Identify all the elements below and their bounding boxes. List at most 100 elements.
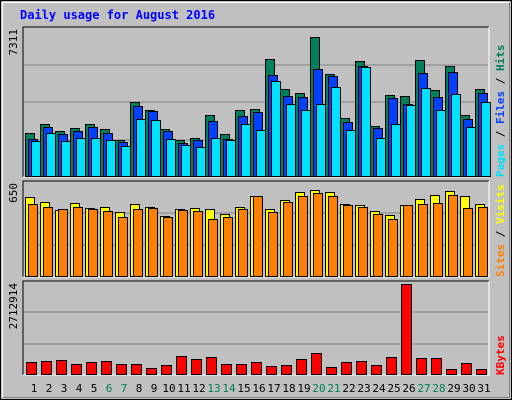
bar-pages-day-9 xyxy=(151,120,161,177)
x-tick-label-day-4: 4 xyxy=(76,382,83,395)
bar-sites-day-25 xyxy=(388,219,398,277)
bar-kbytes-day-22 xyxy=(341,362,352,375)
y-max-tick-label: 650 xyxy=(7,183,20,203)
legend-kbytes: KBytes xyxy=(494,335,507,375)
bar-pages-day-27 xyxy=(421,88,431,177)
bar-kbytes-day-15 xyxy=(236,364,247,375)
bar-kbytes-day-10 xyxy=(161,365,172,375)
bar-pages-day-5 xyxy=(91,138,101,177)
bar-kbytes-day-4 xyxy=(71,364,82,375)
bar-kbytes-day-27 xyxy=(416,358,427,375)
bar-sites-day-9 xyxy=(148,208,158,277)
panel-hits-files-pages: 7311 Pages / Files / Hits xyxy=(7,26,507,178)
legend-entry-visits: Visits xyxy=(494,184,507,224)
x-tick-label-day-16: 16 xyxy=(252,382,265,395)
x-tick-label-day-28: 28 xyxy=(432,382,445,395)
x-tick-label-day-7: 7 xyxy=(121,382,128,395)
x-tick-label-day-18: 18 xyxy=(282,382,295,395)
legend-visits-sites: Sites / Visits xyxy=(494,184,507,277)
bar-pages-day-11 xyxy=(181,145,191,177)
bar-sites-day-13 xyxy=(208,219,218,277)
bar-kbytes-day-20 xyxy=(311,353,322,375)
x-tick-label-day-30: 30 xyxy=(462,382,475,395)
bar-sites-day-3 xyxy=(58,209,68,277)
x-tick-label-day-17: 17 xyxy=(267,382,280,395)
bar-kbytes-day-1 xyxy=(26,362,37,375)
x-tick-label-day-22: 22 xyxy=(342,382,355,395)
bar-pages-day-29 xyxy=(451,94,461,177)
chart-title: Daily usage for August 2016 xyxy=(20,8,216,22)
bar-kbytes-day-13 xyxy=(206,357,217,375)
bar-pages-day-8 xyxy=(136,119,146,177)
legend-hits-files-pages: Pages / Files / Hits xyxy=(494,45,507,178)
bar-kbytes-day-6 xyxy=(101,361,112,375)
bar-kbytes-day-8 xyxy=(131,364,142,375)
legend-entry-sites: Sites xyxy=(494,244,507,277)
bar-kbytes-day-29 xyxy=(446,369,457,375)
bar-sites-day-31 xyxy=(478,207,488,277)
bar-pages-day-26 xyxy=(406,105,416,177)
bar-sites-day-30 xyxy=(463,208,473,277)
bar-kbytes-day-19 xyxy=(296,359,307,375)
legend-entry-pages: Pages xyxy=(494,144,507,177)
x-tick-label-day-14: 14 xyxy=(222,382,236,395)
bar-sites-day-2 xyxy=(43,207,53,277)
legend-entry-kbytes: KBytes xyxy=(494,335,507,375)
bar-pages-day-25 xyxy=(391,124,401,177)
bar-sites-day-26 xyxy=(403,205,413,277)
bar-sites-day-28 xyxy=(433,203,443,277)
x-tick-label-day-26: 26 xyxy=(402,382,415,395)
x-tick-label-day-1: 1 xyxy=(31,382,38,395)
bar-pages-day-3 xyxy=(61,141,71,177)
bar-kbytes-day-26 xyxy=(401,284,412,375)
bar-kbytes-day-25 xyxy=(386,357,397,375)
legend-entry-files: Files xyxy=(494,91,507,124)
bar-kbytes-day-30 xyxy=(461,363,472,375)
bar-pages-day-28 xyxy=(436,110,446,177)
bar-sites-day-12 xyxy=(193,211,203,277)
bar-kbytes-day-24 xyxy=(371,365,382,375)
bar-sites-day-21 xyxy=(328,196,338,277)
x-tick-label-day-23: 23 xyxy=(357,382,370,395)
bar-kbytes-day-23 xyxy=(356,361,367,375)
plot-border-dark xyxy=(22,280,489,375)
bar-kbytes-day-12 xyxy=(191,359,202,375)
bar-kbytes-day-3 xyxy=(56,360,67,375)
bar-kbytes-day-18 xyxy=(281,365,292,375)
bar-sites-day-24 xyxy=(373,214,383,277)
x-tick-label-day-21: 21 xyxy=(327,382,340,395)
bar-pages-day-6 xyxy=(106,140,116,177)
bar-pages-day-13 xyxy=(211,138,221,177)
bar-sites-day-10 xyxy=(163,217,173,277)
bar-kbytes-day-16 xyxy=(251,362,262,375)
x-tick-label-day-5: 5 xyxy=(91,382,98,395)
y-max-tick-label: 7311 xyxy=(7,29,20,56)
bar-pages-day-7 xyxy=(121,146,131,177)
legend-separator: / xyxy=(494,71,507,91)
x-tick-label-day-24: 24 xyxy=(372,382,386,395)
bar-pages-day-21 xyxy=(331,87,341,177)
bar-pages-day-30 xyxy=(466,127,476,177)
bar-pages-day-23 xyxy=(361,67,371,177)
bar-kbytes-day-9 xyxy=(146,368,157,375)
bar-kbytes-day-21 xyxy=(326,367,337,375)
x-tick-label-day-31: 31 xyxy=(477,382,490,395)
legend-entry-hits: Hits xyxy=(494,45,507,72)
x-tick-label-day-6: 6 xyxy=(106,382,113,395)
x-tick-label-day-2: 2 xyxy=(46,382,53,395)
y-max-tick-label: 2712914 xyxy=(7,283,20,330)
bar-sites-day-19 xyxy=(298,196,308,277)
bar-kbytes-day-7 xyxy=(116,364,127,375)
x-tick-label-day-10: 10 xyxy=(162,382,175,395)
bar-pages-day-18 xyxy=(286,104,296,177)
bar-kbytes-day-5 xyxy=(86,362,97,375)
bar-pages-day-1 xyxy=(31,141,41,177)
panel-kbytes: 2712914 KBytes xyxy=(7,280,507,376)
bar-kbytes-day-14 xyxy=(221,364,232,375)
bar-sites-day-18 xyxy=(283,202,293,277)
x-tick-label-day-8: 8 xyxy=(136,382,143,395)
bar-pages-day-16 xyxy=(256,130,266,177)
x-tick-label-day-25: 25 xyxy=(387,382,400,395)
